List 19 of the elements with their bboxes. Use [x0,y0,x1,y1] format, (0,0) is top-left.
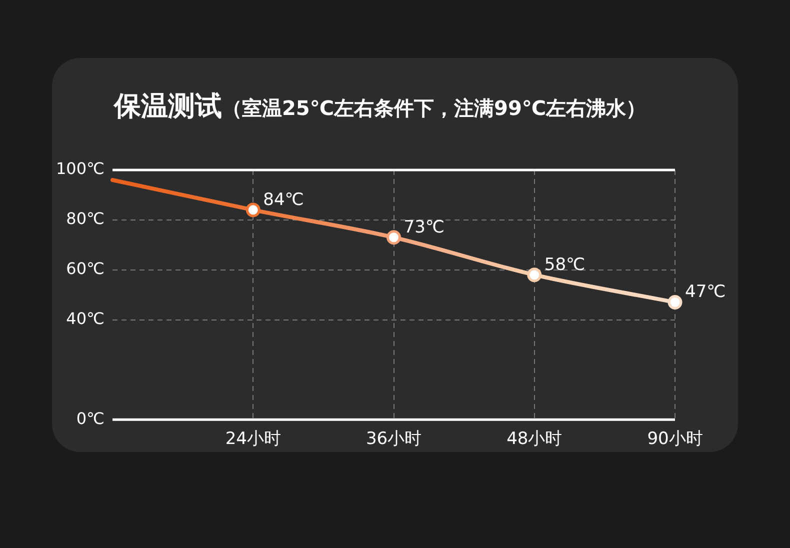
data-label: 84℃ [263,190,304,210]
point [386,230,402,245]
chart-subtitle: （室温25℃左右条件下，注满99℃左右沸水） [222,96,646,120]
y-tick-label: 80℃ [66,209,105,228]
data-label: 58℃ [544,254,586,275]
chart-title: 保温测试 [114,91,222,122]
y-tick-label: 0℃ [76,408,105,428]
point [527,268,542,282]
x-tick-label: 90小时 [647,429,703,450]
data-label: 47℃ [685,282,726,302]
x-tick-label: 36小时 [366,429,422,450]
x-tick-label: 48小时 [506,429,562,450]
y-tick-label: 40℃ [66,308,105,328]
point [668,295,682,310]
y-tick-label: 60℃ [66,258,105,278]
data-label: 73℃ [404,217,444,238]
point [246,202,260,218]
y-tick-label: 100℃ [56,159,105,178]
x-tick-label: 24小时 [225,429,281,450]
